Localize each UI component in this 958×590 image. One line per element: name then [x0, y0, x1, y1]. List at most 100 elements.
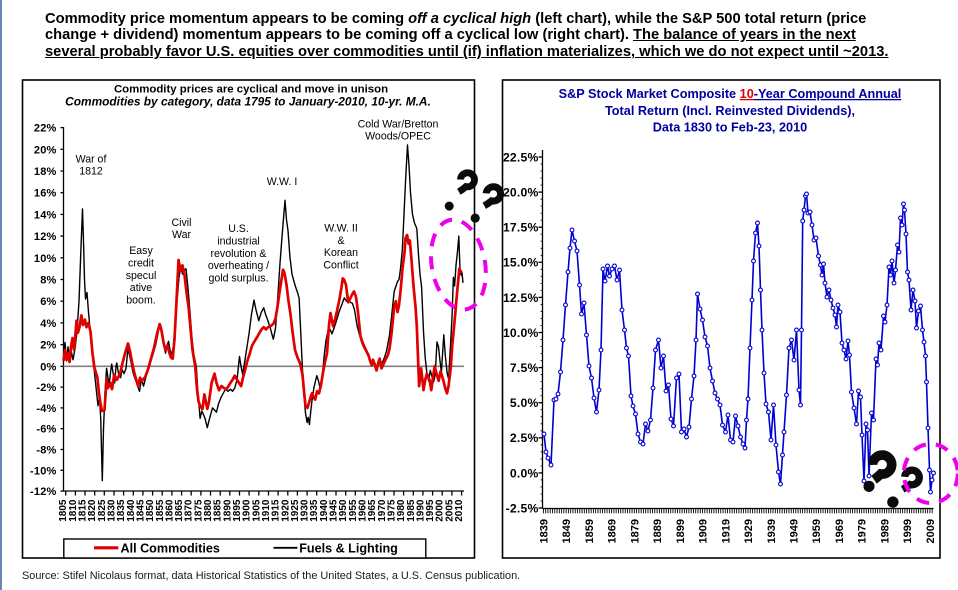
svg-text:1949: 1949	[789, 519, 801, 543]
svg-text:Korean: Korean	[324, 247, 358, 259]
svg-text:1940: 1940	[319, 499, 330, 522]
svg-text:1969: 1969	[834, 519, 846, 543]
svg-text:1935: 1935	[309, 499, 320, 522]
svg-text:1920: 1920	[280, 499, 291, 522]
svg-text:1869: 1869	[607, 519, 619, 543]
svg-text:-2.5%: -2.5%	[506, 501, 539, 515]
svg-text:W.W. II: W.W. II	[324, 222, 358, 234]
svg-text:1840: 1840	[126, 499, 137, 522]
svg-text:1919: 1919	[720, 519, 732, 543]
svg-text:1815: 1815	[78, 499, 89, 522]
svg-text:Civil: Civil	[171, 217, 191, 229]
svg-text:1909: 1909	[698, 519, 710, 543]
svg-text:-12%: -12%	[30, 486, 56, 498]
svg-text:1839: 1839	[538, 519, 550, 543]
svg-text:War of: War of	[76, 153, 107, 165]
svg-text:12.5%: 12.5%	[503, 291, 539, 305]
svg-text:Conflict: Conflict	[323, 260, 358, 272]
svg-text:1989: 1989	[879, 519, 891, 543]
svg-text:Cold War/Bretton: Cold War/Bretton	[358, 118, 439, 130]
svg-text:1965: 1965	[367, 499, 378, 522]
svg-text:5.0%: 5.0%	[510, 396, 539, 410]
svg-text:20%: 20%	[34, 144, 57, 156]
svg-text:1850: 1850	[145, 499, 156, 522]
svg-text:1930: 1930	[300, 499, 311, 522]
svg-text:1820: 1820	[87, 499, 98, 522]
svg-text:0%: 0%	[40, 361, 56, 373]
svg-text:U.S.: U.S.	[228, 223, 249, 235]
svg-text:Easy: Easy	[129, 245, 153, 257]
svg-text:1845: 1845	[135, 499, 146, 522]
svg-text:-4%: -4%	[36, 403, 56, 415]
svg-text:-10%: -10%	[30, 465, 56, 477]
svg-text:15.0%: 15.0%	[503, 256, 539, 270]
svg-text:1899: 1899	[675, 519, 687, 543]
svg-text:4%: 4%	[40, 318, 56, 330]
svg-text:overheating /: overheating /	[208, 260, 269, 272]
svg-text:10%: 10%	[34, 253, 57, 265]
svg-text:All Commodities: All Commodities	[121, 542, 220, 556]
svg-text:&: &	[337, 235, 344, 247]
svg-text:22.5%: 22.5%	[503, 150, 539, 164]
svg-text:1895: 1895	[232, 499, 243, 522]
svg-text:1959: 1959	[811, 519, 823, 543]
svg-text:1985: 1985	[406, 499, 417, 522]
svg-text:1849: 1849	[561, 519, 573, 543]
svg-text:W.W. I: W.W. I	[267, 176, 298, 188]
svg-text:17.5%: 17.5%	[503, 221, 539, 235]
svg-text:2000: 2000	[435, 499, 446, 522]
svg-text:2009: 2009	[925, 519, 937, 543]
svg-text:1805: 1805	[58, 499, 69, 522]
svg-text:1835: 1835	[116, 499, 127, 522]
svg-text:1975: 1975	[387, 499, 398, 522]
svg-text:ative: ative	[130, 282, 152, 294]
svg-text:Commodities by category, data: Commodities by category, data 1795 to Ja…	[65, 95, 431, 109]
svg-text:specul: specul	[126, 270, 157, 282]
svg-text:1970: 1970	[377, 499, 388, 522]
svg-text:Total Return (Incl. Reinvested: Total Return (Incl. Reinvested Dividends…	[605, 104, 855, 118]
svg-text:12%: 12%	[34, 231, 57, 243]
svg-text:22%: 22%	[34, 123, 57, 135]
svg-text:Data 1830 to Feb-23, 2010: Data 1830 to Feb-23, 2010	[653, 121, 807, 135]
svg-text:1995: 1995	[425, 499, 436, 522]
svg-text:18%: 18%	[34, 166, 57, 178]
svg-text:1945: 1945	[329, 499, 340, 522]
svg-text:1880: 1880	[203, 499, 214, 522]
svg-text:War: War	[172, 229, 191, 241]
svg-text:8%: 8%	[40, 275, 56, 287]
svg-text:2.5%: 2.5%	[510, 431, 539, 445]
svg-text:1885: 1885	[213, 499, 224, 522]
svg-text:16%: 16%	[34, 188, 57, 200]
svg-text:1955: 1955	[348, 499, 359, 522]
svg-text:-8%: -8%	[36, 445, 56, 457]
svg-text:1890: 1890	[222, 499, 233, 522]
svg-text:1910: 1910	[261, 499, 272, 522]
svg-text:1879: 1879	[629, 519, 641, 543]
svg-text:1825: 1825	[97, 499, 108, 522]
svg-text:Commodity prices are cyclical: Commodity prices are cyclical and move i…	[114, 84, 388, 96]
svg-text:1859: 1859	[584, 519, 596, 543]
svg-text:credit: credit	[128, 257, 154, 269]
svg-text:industrial: industrial	[217, 235, 259, 247]
svg-text:1915: 1915	[271, 499, 282, 522]
svg-text:boom.: boom.	[126, 295, 155, 307]
svg-text:2010: 2010	[454, 499, 465, 522]
svg-text:1889: 1889	[652, 519, 664, 543]
svg-text:10.0%: 10.0%	[503, 326, 539, 340]
svg-text:-6%: -6%	[36, 424, 56, 436]
svg-text:1925: 1925	[290, 499, 301, 522]
svg-text:-2%: -2%	[36, 382, 56, 394]
svg-text:Fuels & Lighting: Fuels & Lighting	[299, 542, 398, 556]
svg-text:1875: 1875	[193, 499, 204, 522]
svg-text:1980: 1980	[396, 499, 407, 522]
svg-text:1810: 1810	[68, 499, 79, 522]
svg-text:20.0%: 20.0%	[503, 186, 539, 200]
svg-text:gold surplus.: gold surplus.	[208, 273, 268, 285]
svg-text:Woods/OPEC: Woods/OPEC	[365, 131, 431, 143]
svg-text:1870: 1870	[184, 499, 195, 522]
svg-text:1950: 1950	[338, 499, 349, 522]
svg-text:2005: 2005	[444, 499, 455, 522]
svg-text:14%: 14%	[34, 209, 57, 221]
svg-text:7.5%: 7.5%	[510, 361, 539, 375]
svg-text:1830: 1830	[107, 499, 118, 522]
